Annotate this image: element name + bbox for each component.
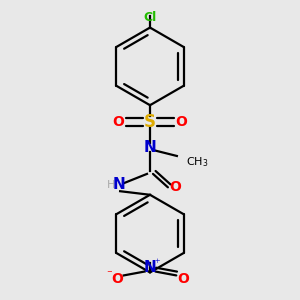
Text: O: O <box>111 272 123 286</box>
Text: N: N <box>113 177 126 192</box>
Text: H: H <box>107 180 116 190</box>
Text: S: S <box>144 112 156 130</box>
Text: Cl: Cl <box>143 11 157 24</box>
Text: N: N <box>144 140 156 154</box>
Text: O: O <box>177 272 189 286</box>
Text: O: O <box>176 115 187 129</box>
Text: O: O <box>113 115 124 129</box>
Text: $^-$: $^-$ <box>106 269 114 280</box>
Text: $^+$: $^+$ <box>153 259 162 269</box>
Text: N: N <box>144 260 156 275</box>
Text: CH$_3$: CH$_3$ <box>186 155 208 169</box>
Text: O: O <box>169 180 181 194</box>
